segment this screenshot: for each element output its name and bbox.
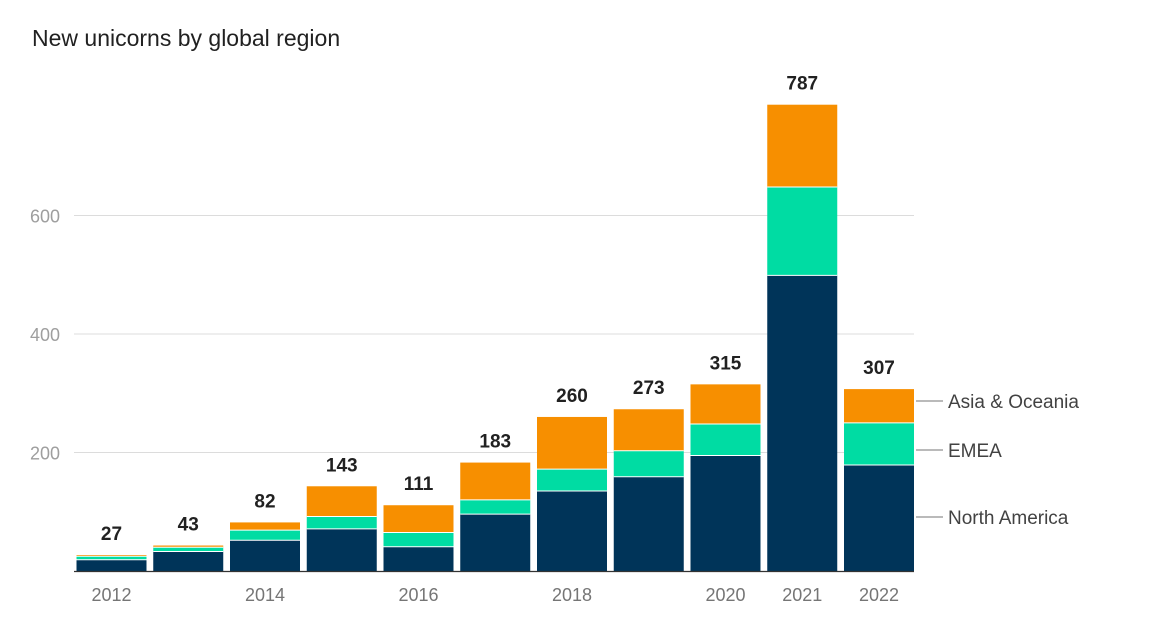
total-label-2021: 787 bbox=[786, 74, 818, 95]
bar-segment-asia-oceania-2016 bbox=[383, 505, 454, 533]
y-tick-label: 600 bbox=[30, 207, 60, 227]
bar-segment-north-america-2012 bbox=[76, 559, 147, 571]
data-labels: 27 43 82 143 111 183 260 273 315 787 307 bbox=[101, 74, 895, 545]
bar-segment-north-america-2020 bbox=[690, 455, 761, 571]
bar-segment-emea-2018 bbox=[537, 469, 607, 492]
axes: 200 400 600 2012 2014 2016 2018 2020 2021 2022 bbox=[30, 207, 914, 605]
legend: North America EMEA Asia & Oceania bbox=[916, 392, 1079, 529]
total-label-2016: 111 bbox=[404, 474, 434, 495]
bar-segment-north-america-2019 bbox=[613, 476, 684, 571]
bar-segment-emea-2014 bbox=[230, 530, 300, 541]
legend-label-emea: EMEA bbox=[948, 441, 1002, 462]
bar-segment-north-america-2015 bbox=[306, 528, 377, 571]
bar-segment-emea-2015 bbox=[306, 516, 377, 529]
bar-segment-asia-oceania-2015 bbox=[306, 486, 377, 517]
x-tick-label-2016: 2016 bbox=[398, 585, 438, 605]
total-label-2020: 315 bbox=[710, 353, 742, 374]
bar-segment-asia-oceania-2020 bbox=[690, 384, 761, 425]
bar-segment-asia-oceania-2012 bbox=[76, 555, 147, 557]
bar-segment-north-america-2017 bbox=[460, 514, 531, 571]
bar-segment-asia-oceania-2022 bbox=[844, 389, 914, 423]
bar-segment-asia-oceania-2018 bbox=[537, 416, 607, 470]
bars bbox=[76, 104, 914, 571]
bar-segment-asia-oceania-2021 bbox=[767, 104, 838, 188]
bar-segment-north-america-2016 bbox=[383, 546, 454, 571]
x-tick-label-2014: 2014 bbox=[245, 585, 285, 605]
y-tick-label: 400 bbox=[30, 325, 60, 345]
bar-segment-emea-2021 bbox=[767, 187, 838, 276]
x-tick-label-2012: 2012 bbox=[91, 585, 131, 605]
total-label-2017: 183 bbox=[479, 432, 511, 453]
bar-segment-north-america-2018 bbox=[537, 491, 607, 571]
chart-title: New unicorns by global region bbox=[32, 25, 341, 51]
total-label-2014: 82 bbox=[254, 491, 275, 512]
x-tick-label-2018: 2018 bbox=[552, 585, 592, 605]
total-label-2018: 260 bbox=[556, 386, 588, 407]
bar-segment-asia-oceania-2014 bbox=[230, 522, 300, 531]
bar-segment-emea-2017 bbox=[460, 499, 531, 515]
bar-segment-emea-2019 bbox=[613, 450, 684, 477]
total-label-2013: 43 bbox=[178, 515, 199, 536]
bar-segment-emea-2012 bbox=[76, 556, 147, 560]
total-label-2015: 143 bbox=[326, 455, 358, 476]
x-tick-label-2020: 2020 bbox=[705, 585, 745, 605]
x-tick-label-2021: 2021 bbox=[782, 585, 822, 605]
total-label-2012: 27 bbox=[101, 524, 122, 545]
bar-segment-asia-oceania-2017 bbox=[460, 462, 531, 500]
bar-segment-north-america-2013 bbox=[153, 551, 224, 571]
bar-segment-north-america-2014 bbox=[230, 540, 300, 571]
legend-label-asia-oceania: Asia & Oceania bbox=[948, 392, 1079, 413]
bar-segment-emea-2020 bbox=[690, 424, 761, 456]
y-tick-label: 200 bbox=[30, 444, 60, 464]
bar-segment-emea-2022 bbox=[844, 422, 914, 465]
legend-label-north-america: North America bbox=[948, 508, 1069, 529]
bar-segment-asia-oceania-2019 bbox=[613, 409, 684, 451]
total-label-2022: 307 bbox=[863, 358, 895, 379]
bar-segment-north-america-2021 bbox=[767, 275, 838, 571]
total-label-2019: 273 bbox=[633, 378, 665, 399]
bar-segment-emea-2016 bbox=[383, 532, 454, 547]
x-tick-label-2022: 2022 bbox=[859, 585, 899, 605]
bar-segment-emea-2013 bbox=[153, 547, 224, 552]
bar-segment-north-america-2022 bbox=[844, 464, 914, 571]
bar-segment-asia-oceania-2013 bbox=[153, 545, 224, 548]
